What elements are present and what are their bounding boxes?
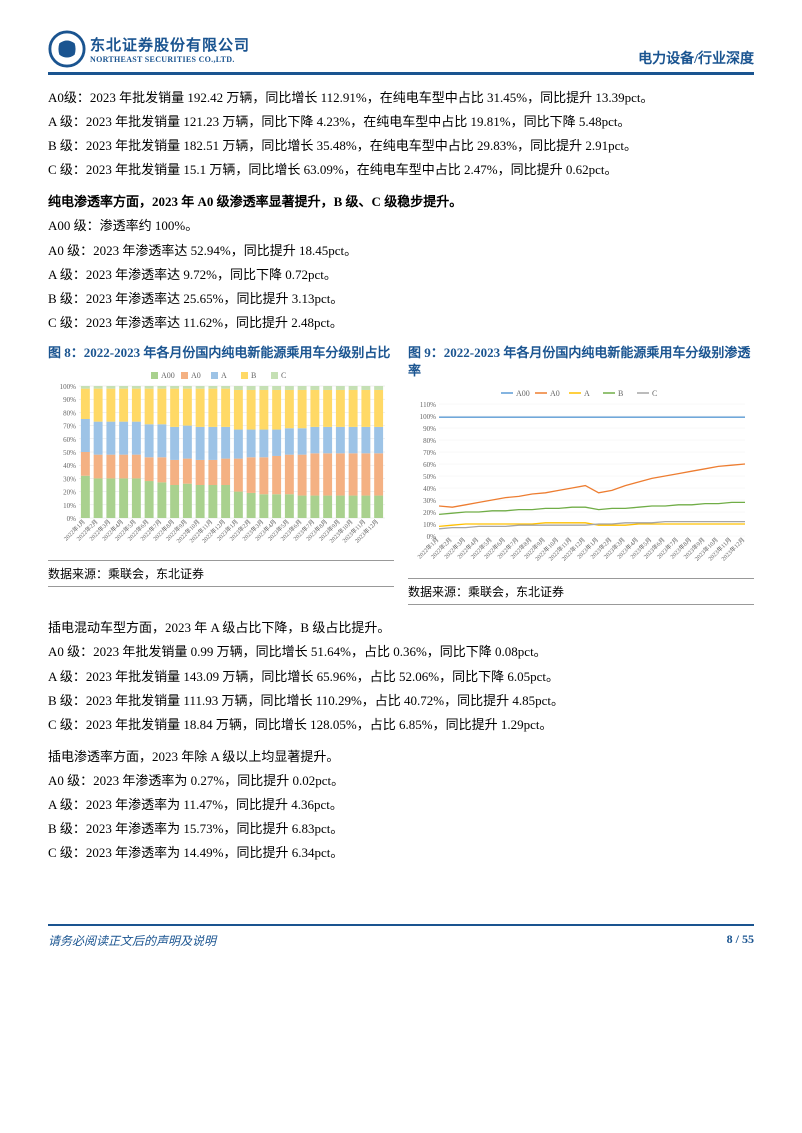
svg-text:A0: A0	[191, 371, 201, 380]
section-2-title: 纯电渗透率方面，2023 年 A0 级渗透率显著提升，B 级、C 级稳步提升。	[48, 191, 754, 213]
charts-row: 图 8：2022-2023 年各月份国内纯电新能源乘用车分级别占比 A00A0A…	[48, 344, 754, 605]
footer-disclaimer: 请务必阅读正文后的声明及说明	[48, 932, 216, 949]
svg-text:C: C	[652, 389, 657, 398]
svg-text:80%: 80%	[63, 410, 76, 418]
logo-cn-text: 东北证券股份有限公司	[90, 34, 250, 55]
body-line: A0级：2023 年批发销量 192.42 万辆，同比增长 112.91%，在纯…	[48, 87, 754, 109]
body-line: C 级：2023 年批发销量 18.84 万辆，同比增长 128.05%，占比 …	[48, 714, 754, 736]
svg-text:30%: 30%	[63, 476, 76, 484]
section-4-title: 插电渗透率方面，2023 年除 A 级以上均显著提升。	[48, 746, 754, 768]
chart-9-source: 数据来源：乘联会，东北证券	[408, 578, 754, 605]
section-2: 纯电渗透率方面，2023 年 A0 级渗透率显著提升，B 级、C 级稳步提升。 …	[48, 191, 754, 334]
body-line: A 级：2023 年批发销量 121.23 万辆，同比下降 4.23%，在纯电车…	[48, 111, 754, 133]
section-3-title: 插电混动车型方面，2023 年 A 级占比下降，B 级占比提升。	[48, 617, 754, 639]
body-line: C 级：2023 年批发销量 15.1 万辆，同比增长 63.09%，在纯电车型…	[48, 159, 754, 181]
header-category: 电力设备/行业深度	[638, 48, 754, 68]
svg-text:80%: 80%	[423, 437, 436, 445]
body-line: B 级：2023 年批发销量 111.93 万辆，同比增长 110.29%，占比…	[48, 690, 754, 712]
body-line: A 级：2023 年渗透率为 11.47%，同比提升 4.36pct。	[48, 794, 754, 816]
body-line: A 级：2023 年批发销量 143.09 万辆，同比增长 65.96%，占比 …	[48, 666, 754, 688]
section-1: A0级：2023 年批发销量 192.42 万辆，同比增长 112.91%，在纯…	[48, 87, 754, 181]
svg-text:B: B	[618, 389, 623, 398]
svg-text:10%: 10%	[423, 521, 436, 529]
page-header: 东北证券股份有限公司 NORTHEAST SECURITIES CO.,LTD.…	[48, 30, 754, 75]
svg-text:40%: 40%	[63, 462, 76, 470]
svg-text:B: B	[251, 371, 256, 380]
chart-8-column: 图 8：2022-2023 年各月份国内纯电新能源乘用车分级别占比 A00A0A…	[48, 344, 394, 605]
svg-text:90%: 90%	[423, 425, 436, 433]
svg-text:70%: 70%	[423, 449, 436, 457]
chart-8-title: 图 8：2022-2023 年各月份国内纯电新能源乘用车分级别占比	[48, 344, 394, 362]
svg-text:20%: 20%	[63, 489, 76, 497]
logo-en-text: NORTHEAST SECURITIES CO.,LTD.	[90, 55, 250, 64]
svg-text:A0: A0	[550, 389, 560, 398]
svg-text:70%: 70%	[63, 423, 76, 431]
logo-area: 东北证券股份有限公司 NORTHEAST SECURITIES CO.,LTD.	[48, 30, 250, 68]
body-line: A0 级：2023 年渗透率为 0.27%，同比提升 0.02pct。	[48, 770, 754, 792]
svg-text:A00: A00	[161, 371, 175, 380]
svg-text:A: A	[584, 389, 590, 398]
body-line: A 级：2023 年渗透率达 9.72%，同比下降 0.72pct。	[48, 264, 754, 286]
svg-text:0%: 0%	[67, 515, 77, 523]
svg-text:60%: 60%	[63, 436, 76, 444]
svg-text:20%: 20%	[423, 509, 436, 517]
chart-9-column: 图 9：2022-2023 年各月份国内纯电新能源乘用车分级别渗透率 A00 A0…	[408, 344, 754, 605]
svg-text:90%: 90%	[63, 396, 76, 404]
body-line: A0 级：2023 年渗透率达 52.94%，同比提升 18.45pct。	[48, 240, 754, 262]
svg-text:100%: 100%	[60, 383, 77, 391]
page-footer: 请务必阅读正文后的声明及说明 8 / 55	[48, 924, 754, 949]
body-line: C 级：2023 年渗透率达 11.62%，同比提升 2.48pct。	[48, 312, 754, 334]
svg-text:110%: 110%	[420, 401, 436, 409]
section-3: 插电混动车型方面，2023 年 A 级占比下降，B 级占比提升。 A0 级：20…	[48, 617, 754, 735]
body-line: B 级：2023 年批发销量 182.51 万辆，同比增长 35.48%，在纯电…	[48, 135, 754, 157]
body-line: A00 级：渗透率约 100%。	[48, 215, 754, 237]
chart-9-line-chart: A00A0ABC0%10%20%30%40%50%60%70%80%90%100…	[408, 386, 754, 576]
body-line: A0 级：2023 年批发销量 0.99 万辆，同比增长 51.64%，占比 0…	[48, 641, 754, 663]
company-logo-icon	[48, 30, 86, 68]
chart-8-stacked-bar: A00 A0 A B C 0% 10% 20% 30% 40% 50% 60% 70% 80% 90% 100…	[48, 368, 394, 558]
svg-text:60%: 60%	[423, 461, 436, 469]
svg-text:100%: 100%	[420, 413, 437, 421]
body-line: B 级：2023 年渗透率为 15.73%，同比提升 6.83pct。	[48, 818, 754, 840]
svg-text:10%: 10%	[63, 502, 76, 510]
svg-text:50%: 50%	[423, 473, 436, 481]
chart-9-title: 图 9：2022-2023 年各月份国内纯电新能源乘用车分级别渗透率	[408, 344, 754, 380]
svg-text:C: C	[281, 371, 286, 380]
svg-text:40%: 40%	[423, 485, 436, 493]
svg-text:A: A	[221, 371, 227, 380]
page-number: 8 / 55	[727, 932, 754, 949]
svg-text:50%: 50%	[63, 449, 76, 457]
body-line: B 级：2023 年渗透率达 25.65%，同比提升 3.13pct。	[48, 288, 754, 310]
chart-8-source: 数据来源：乘联会，东北证券	[48, 560, 394, 587]
svg-text:A00: A00	[516, 389, 530, 398]
body-line: C 级：2023 年渗透率为 14.49%，同比提升 6.34pct。	[48, 842, 754, 864]
svg-text:30%: 30%	[423, 497, 436, 505]
section-4: 插电渗透率方面，2023 年除 A 级以上均显著提升。 A0 级：2023 年渗…	[48, 746, 754, 864]
